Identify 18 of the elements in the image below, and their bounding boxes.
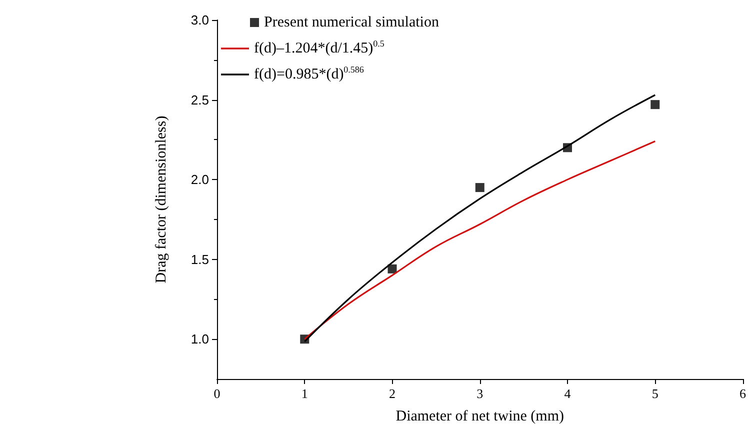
x-tick-label: 0 (214, 386, 220, 401)
x-tick-label: 4 (564, 386, 572, 401)
point (650, 100, 660, 110)
y-axis-title: Drag factor (dimensionless) (154, 116, 170, 284)
x-tick-label: 5 (652, 386, 658, 401)
y-tick-label: 2.5 (190, 92, 209, 108)
y-tick-label: 3.0 (190, 12, 209, 28)
legend-label: Present numerical simulation (264, 14, 440, 30)
x-tick-label: 1 (301, 386, 308, 401)
point (388, 264, 397, 274)
point (475, 183, 484, 192)
x-tick-label: 3 (476, 386, 484, 401)
x-axis-title: Diameter of net twine (mm) (396, 408, 564, 424)
y-tick-label: 1.0 (190, 332, 209, 347)
y-tick-label: 2.0 (190, 172, 209, 188)
y-tick-label: 1.5 (190, 252, 209, 267)
x-tick-label: 2 (389, 386, 396, 401)
x-tick-label: 6 (740, 386, 746, 401)
